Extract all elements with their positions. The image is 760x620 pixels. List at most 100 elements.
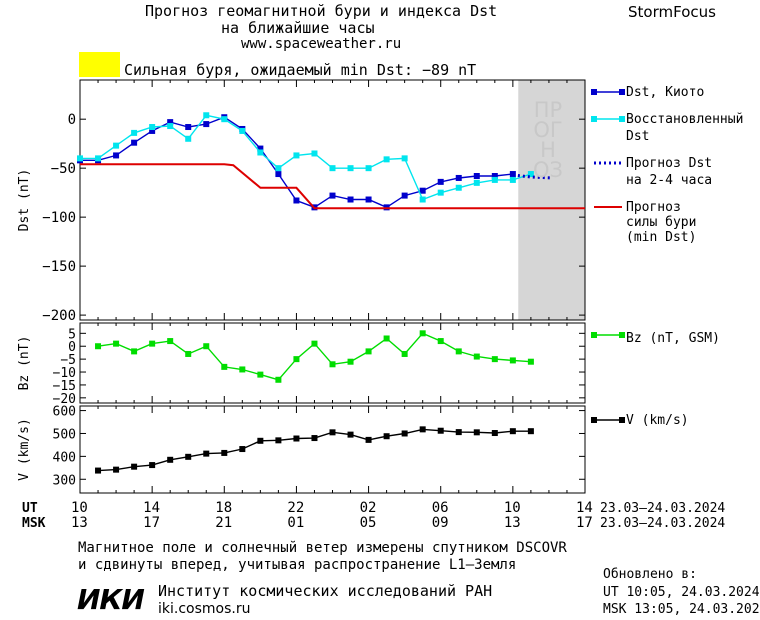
alert-text: Сильная буря, ожидаемый min Dst: −89 nT: [124, 61, 477, 79]
data-point: [185, 350, 192, 357]
data-point: [509, 171, 516, 178]
msk-tick-label: 21: [215, 515, 233, 531]
data-point: [347, 165, 354, 172]
data-point: [455, 429, 462, 436]
legend-marker: [591, 116, 597, 122]
y-tick-label: −10: [53, 366, 76, 381]
legend-marker: [591, 89, 597, 95]
ut-tick-label: 10: [71, 500, 88, 516]
data-point: [149, 124, 156, 131]
data-point: [167, 119, 174, 126]
legend-bz: Bz (nT, GSM): [626, 331, 720, 346]
data-point: [293, 197, 300, 204]
data-point: [239, 366, 246, 373]
v-frame: [79, 405, 586, 494]
y-tick-label: −200: [42, 308, 76, 324]
data-point: [167, 123, 174, 130]
data-point: [347, 196, 354, 203]
updated-label: Обновлено в:: [603, 567, 697, 582]
data-point: [383, 433, 390, 440]
y-tick-label: −150: [42, 259, 76, 275]
msk-label: MSK: [22, 516, 46, 531]
data-point: [437, 427, 444, 434]
data-point: [275, 376, 282, 383]
data-point: [455, 174, 462, 181]
data-point: [401, 350, 408, 357]
bz-panel: 50−5−10−15−20 Bz (nT): [17, 322, 586, 407]
ut-tick-label: 18: [215, 500, 233, 516]
y-tick-label: 0: [68, 112, 76, 128]
data-point: [365, 165, 372, 172]
data-point: [455, 184, 462, 191]
data-point: [167, 456, 174, 463]
data-point: [473, 179, 480, 186]
legend-marker: [591, 417, 597, 423]
legend-v: V (km/s): [626, 413, 689, 428]
title-line-2: на ближайшие часы: [221, 19, 375, 37]
ut-tick-label: 14: [143, 500, 160, 516]
data-point: [473, 429, 480, 436]
data-point: [221, 363, 228, 370]
data-point: [239, 446, 246, 453]
data-point: [185, 453, 192, 460]
data-point: [149, 340, 156, 347]
legend-forecast-1: Прогноз Dst: [626, 156, 713, 171]
y-tick-label: −100: [42, 210, 76, 226]
msk-date-range: 23.03–24.03.2024: [600, 516, 726, 531]
dst-frame: [79, 79, 586, 321]
data-point: [275, 165, 282, 172]
site-url[interactable]: www.spaceweather.ru: [241, 36, 402, 52]
data-point: [491, 430, 498, 437]
legend-strength-2: силы бури: [626, 215, 697, 230]
data-point: [347, 431, 354, 438]
y-tick-label: −20: [53, 392, 76, 407]
data-point: [293, 435, 300, 442]
data-point: [329, 192, 336, 199]
data-point: [113, 466, 120, 473]
data-point: [509, 176, 516, 183]
msk-tick-label: 13: [503, 515, 521, 531]
data-point: [527, 171, 534, 178]
institute-name: Институт космических исследований РАН: [158, 582, 493, 600]
data-point: [491, 356, 498, 363]
data-point: [311, 340, 318, 347]
msk-tick-label: 17: [576, 515, 593, 531]
data-point: [221, 116, 228, 123]
data-point: [239, 127, 246, 134]
data-point: [473, 173, 480, 179]
data-point: [329, 361, 336, 368]
series-line: [80, 163, 585, 210]
data-point: [95, 343, 102, 350]
series-line: [512, 173, 553, 180]
data-point: [131, 463, 138, 470]
data-point: [383, 156, 390, 163]
data-point: [257, 145, 264, 152]
forecast-region: [518, 80, 585, 320]
y-tick-label: −5: [60, 353, 76, 368]
legend-marker: [591, 332, 597, 338]
ut-tick-label: 02: [359, 500, 377, 516]
y-tick-label: 400: [53, 450, 76, 465]
legend-markers: [591, 89, 625, 423]
msk-tick-label: 09: [431, 515, 449, 531]
msk-tick-label: 05: [359, 515, 377, 531]
institute-url[interactable]: iki.cosmos.ru: [158, 601, 251, 617]
data-point: [275, 437, 282, 444]
data-point: [365, 436, 372, 443]
legend-marker: [619, 417, 625, 423]
data-point: [365, 196, 372, 203]
legend-dst-kyoto: Dst, Киото: [626, 85, 705, 100]
data-point: [131, 139, 138, 146]
legend-marker: [619, 332, 625, 338]
data-point: [95, 155, 102, 162]
v-panel: 600 500 400 300 V (km/s): [17, 405, 586, 494]
data-point: [419, 196, 426, 203]
data-point: [185, 124, 192, 131]
data-point: [149, 127, 156, 134]
data-point: [509, 428, 516, 435]
data-point: [491, 173, 498, 179]
data-point: [401, 155, 408, 162]
dst-panel: 0 −50 −100 −150 −200 Dst (nT): [17, 79, 586, 324]
legend-forecast-2: на 2-4 часа: [626, 173, 713, 188]
